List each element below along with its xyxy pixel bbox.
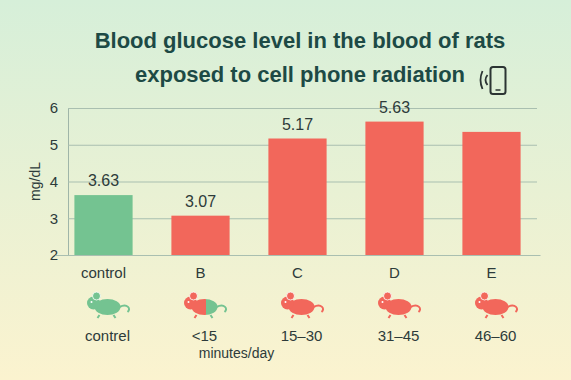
y-tick-label: 4 (50, 173, 58, 190)
data-label: 3.63 (88, 172, 119, 189)
x-tick-label: B (195, 264, 205, 281)
phone-button (496, 89, 501, 91)
mouse-tail (217, 306, 227, 312)
phone-icon (481, 67, 506, 94)
mouse-eye (91, 301, 93, 303)
x-axis-line (56, 255, 541, 256)
data-label: 5.17 (282, 116, 313, 133)
exposure-labels: contrel <15 15–30 31–45 46–60 (85, 327, 516, 344)
x-tick: D (389, 264, 400, 281)
mouse-eye (382, 301, 384, 303)
mouse-eye (479, 301, 481, 303)
mouse-ear (93, 292, 101, 300)
mouse-tail (411, 306, 421, 312)
mouse-ear (190, 292, 198, 300)
y-tick-label: 2 (50, 246, 58, 263)
bar (365, 122, 423, 255)
x-tick-label: D (389, 264, 400, 281)
y-axis: 2 3 4 5 6 (50, 99, 537, 263)
phone-wave (486, 75, 488, 85)
chart: Blood glucose level in the blood of rats… (0, 0, 571, 380)
mouse-icon (184, 292, 226, 318)
bar (171, 216, 229, 255)
phone-wave (481, 71, 483, 89)
x-tick: E (486, 264, 496, 281)
mouse-leg (405, 315, 407, 318)
bars (74, 122, 520, 255)
exposure-label: <15 (192, 327, 217, 344)
mouse-icon (87, 292, 129, 318)
phone-body (491, 67, 506, 94)
mouse-tail (120, 306, 130, 312)
title-line: exposed to cell phone radiation (135, 62, 465, 87)
bar (268, 139, 326, 255)
x-tick-label: E (486, 264, 496, 281)
mouse-tail (508, 306, 518, 312)
title: Blood glucose level in the blood of rats… (95, 28, 506, 87)
mouse-leg (486, 315, 488, 318)
mouse-leg (211, 315, 213, 318)
mouse-leg (308, 315, 310, 318)
mouse-icon (281, 292, 323, 318)
background (0, 0, 571, 380)
mouse-tail (314, 306, 324, 312)
mouse-leg (389, 315, 391, 318)
grid-line (68, 108, 537, 109)
mouse-leg (195, 315, 197, 318)
mouse-leg (292, 315, 294, 318)
exposure-unit: minutes/day (199, 345, 274, 361)
x-tick: B (195, 264, 205, 281)
mouse-icons (87, 292, 517, 318)
exposure-label: contrel (85, 327, 130, 344)
x-tick-label: C (292, 264, 303, 281)
y-tick: 6 (50, 99, 537, 116)
mouse-leg (114, 315, 116, 318)
exposure-label: 46–60 (475, 327, 517, 344)
y-tick-label: 5 (50, 136, 58, 153)
x-tick: C (292, 264, 303, 281)
mouse-ear (481, 292, 489, 300)
mouse-leg (502, 315, 504, 318)
title-line: Blood glucose level in the blood of rats (95, 28, 506, 53)
mouse-icon (475, 292, 517, 318)
data-label: 3.07 (185, 193, 216, 210)
mouse-eye (285, 301, 287, 303)
mouse-icon (378, 292, 420, 318)
bar (462, 132, 520, 255)
data-label: 5.63 (379, 99, 410, 116)
mouse-ear (384, 292, 392, 300)
x-axis: control B C D E (56, 256, 541, 281)
mouse-leg (98, 315, 100, 318)
exposure-label: 15–30 (281, 327, 323, 344)
mouse-eye (188, 301, 190, 303)
bar (74, 195, 132, 255)
exposure-label: 31–45 (378, 327, 420, 344)
y-tick-label: 3 (50, 210, 58, 227)
y-tick-label: 6 (50, 99, 58, 116)
x-tick: control (81, 264, 126, 281)
y-axis-title: mg/dL (27, 162, 43, 201)
x-tick-label: control (81, 264, 126, 281)
mouse-ear (287, 292, 295, 300)
data-labels: 3.63 3.07 5.17 5.63 (88, 99, 410, 210)
